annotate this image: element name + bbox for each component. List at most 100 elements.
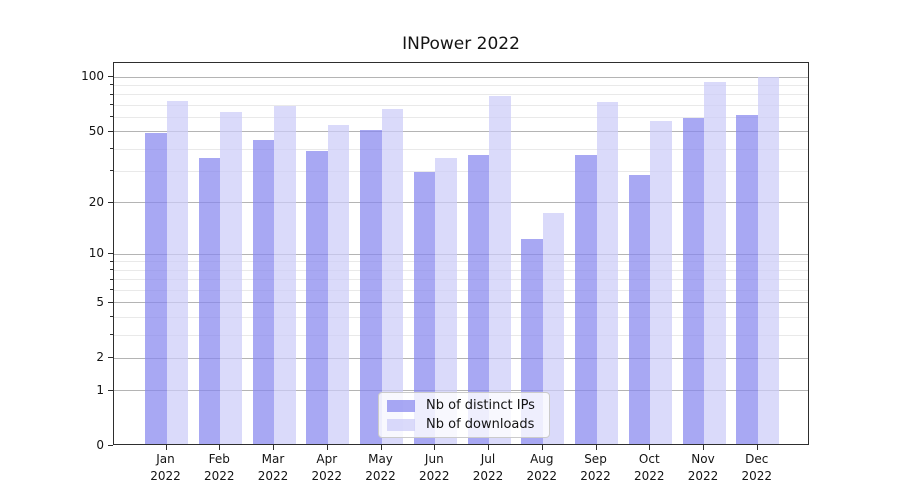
xtick-label-may: May 2022 [365,452,396,483]
xtick-mark-feb [219,445,221,450]
legend-item-distinct-ips: Nb of distinct IPs [387,398,541,413]
bar-ips-sep [575,155,597,444]
gridline-minor-8 [114,269,808,271]
bar-downloads-sep [596,102,618,444]
bar-ips-jun [413,172,436,444]
xtick-mark-sep [595,445,597,450]
xtick-label-dec: Dec 2022 [741,452,773,483]
ytick-minor-mark-9 [110,260,113,262]
ytick-label-20: 20 [88,194,104,209]
ytick-minor-mark-6 [110,289,113,291]
bar-downloads-nov [704,81,726,444]
ytick-mark-1 [108,389,113,391]
gridline-major-5 [114,302,808,304]
xtick-mark-jan [165,445,167,450]
bar-ips-may [360,129,382,444]
bar-downloads-feb [220,111,242,444]
bar-ips-nov [682,118,704,444]
ytick-label-1: 1 [96,382,104,397]
bar-ips-jan [145,132,167,444]
bar-ips-feb [198,157,221,444]
legend-swatch-downloads [387,418,415,431]
gridline-minor-80 [114,94,808,96]
xtick-label-jan: Jan 2022 [150,452,181,483]
gridline-major-50 [114,131,808,133]
gridline-major-1 [114,390,808,392]
gridline-major-20 [114,202,808,204]
xtick-label-aug: Aug 2022 [526,452,558,483]
ytick-mark-20 [108,201,113,203]
legend-label-downloads: Nb of downloads [426,417,535,432]
xtick-mark-nov [703,445,704,450]
bar-ips-dec [736,115,758,444]
bar-ips-oct [628,174,651,444]
ytick-label-0: 0 [96,438,104,452]
legend: Nb of distinct IPs Nb of downloads [378,392,550,438]
legend-item-downloads: Nb of downloads [387,417,541,432]
gridline-minor-70 [114,104,808,106]
ytick-label-2: 2 [96,350,104,365]
bar-ips-apr [306,151,328,444]
gridline-minor-90 [114,84,808,86]
legend-swatch-distinct-ips [387,399,415,412]
xtick-mark-jun [434,445,436,450]
xtick-label-apr: Apr 2022 [311,452,343,483]
ytick-mark-100 [108,76,113,77]
bar-downloads-may [381,109,403,444]
xtick-mark-dec [756,445,758,450]
bar-downloads-dec [757,76,780,444]
gridline-minor-9 [114,261,808,263]
ytick-label-10: 10 [88,246,104,261]
ytick-minor-mark-7 [110,278,113,280]
bar-downloads-oct [650,120,672,444]
ytick-label-100: 100 [81,69,104,83]
ytick-minor-mark-8 [110,269,113,271]
xtick-label-jun: Jun 2022 [419,452,450,483]
xtick-label-oct: Oct 2022 [634,452,665,483]
gridline-major-100 [114,76,808,78]
ytick-mark-50 [108,130,113,132]
xtick-label-mar: Mar 2022 [257,452,289,483]
bar-ips-jul [467,155,489,444]
plot-area [113,62,809,445]
ytick-mark-2 [108,357,113,359]
xtick-label-sep: Sep 2022 [580,452,611,483]
gridline-minor-60 [114,116,808,118]
ytick-minor-mark-4 [110,316,113,318]
ytick-minor-mark-40 [110,148,113,150]
bar-downloads-jan [166,101,188,444]
gridline-major-2 [114,357,808,359]
gridline-minor-6 [114,289,808,291]
ytick-label-50: 50 [88,123,104,138]
xtick-label-nov: Nov 2022 [687,452,719,483]
gridline-minor-30 [114,170,808,172]
bar-downloads-aug [542,212,565,444]
xtick-mark-aug [541,445,543,450]
ytick-mark-0 [108,445,113,446]
bar-downloads-mar [274,105,296,444]
ytick-mark-5 [108,301,113,303]
ytick-minor-mark-3 [110,334,113,336]
gridline-minor-3 [114,334,808,336]
ytick-minor-mark-90 [110,84,113,86]
ytick-minor-mark-80 [110,93,113,95]
bar-ips-mar [252,139,274,444]
xtick-label-feb: Feb 2022 [204,452,235,483]
gridline-minor-7 [114,279,808,281]
bar-downloads-jul [489,95,511,444]
gridline-minor-4 [114,316,808,318]
ytick-minor-mark-60 [110,116,113,118]
chart-title: INPower 2022 [402,34,520,54]
bar-downloads-jun [435,157,457,444]
xtick-mark-mar [273,445,274,450]
xtick-label-jul: Jul 2022 [472,452,504,483]
bar-downloads-apr [327,125,350,444]
legend-label-distinct-ips: Nb of distinct IPs [426,398,535,413]
xtick-mark-apr [326,445,328,450]
ytick-mark-10 [108,253,113,255]
ytick-minor-mark-30 [110,170,113,172]
gridline-minor-40 [114,148,808,150]
xtick-mark-may [380,445,382,450]
xtick-mark-oct [649,445,651,450]
